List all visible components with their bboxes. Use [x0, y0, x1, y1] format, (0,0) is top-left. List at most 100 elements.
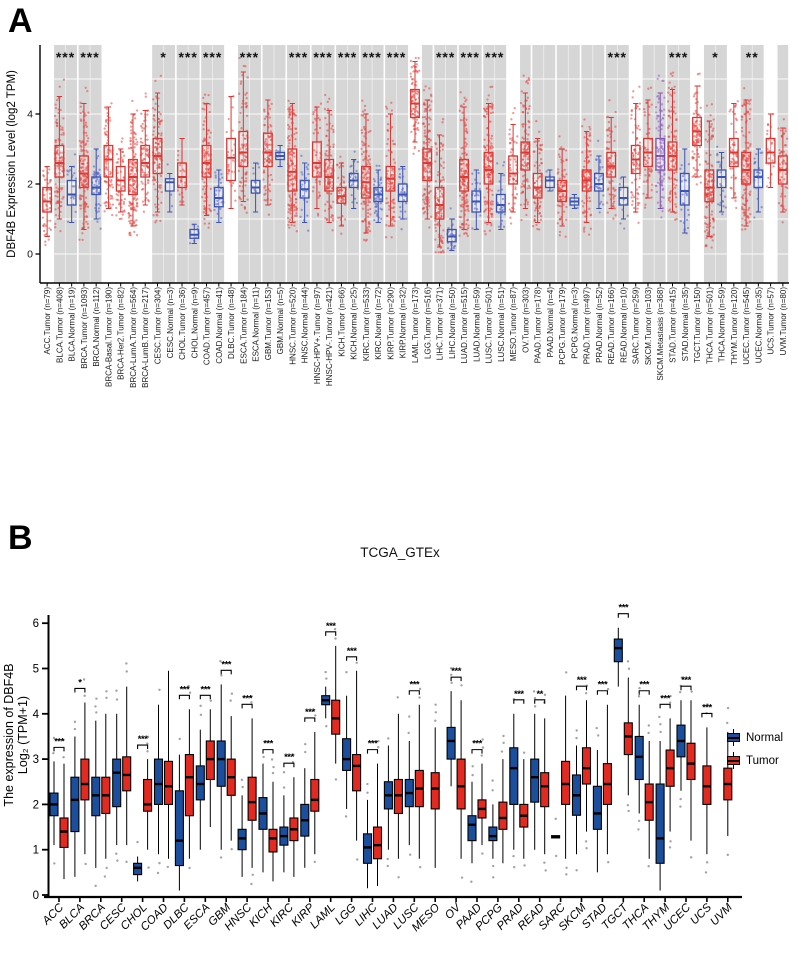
legend-label-tumor: Tumor — [746, 754, 779, 767]
boxplot-group-LUSC.Normal (n=51) — [495, 160, 507, 230]
significance-stars-KIRP: *** — [387, 49, 406, 65]
boxplot-pair-PCPG — [488, 734, 508, 879]
panel-b-y-axis-title-line1: The expression of DBF4B — [2, 663, 16, 806]
panel-a-x-tick-label: LIHC.Tumor (n=371) — [436, 287, 445, 361]
significance-bracket-PAAD — [471, 749, 483, 754]
boxplot-group-SKCM.Tumor (n=103) — [642, 86, 654, 209]
boxplot-pair-THYM: *** — [655, 693, 675, 891]
significance-stars-LIHC: *** — [436, 49, 455, 65]
panel-a-x-tick-label: LUSC.Tumor (n=501) — [485, 287, 494, 364]
boxplot-group-THCA.Normal (n=59) — [716, 145, 727, 216]
significance-bracket-READ — [534, 699, 546, 704]
significance-stars-ESCA: *** — [201, 684, 211, 695]
boxplot-group-MESO.Tumor (n=87) — [507, 106, 519, 225]
panel-b-x-tick-label: UCS — [688, 901, 714, 927]
boxplot-pair-STAD: *** — [592, 680, 612, 873]
significance-stars-STAD: *** — [598, 680, 608, 691]
boxplot-group-PRAD.Tumor (n=497) — [581, 118, 593, 236]
boxplot-group-TGCT.Tumor (n=150) — [691, 72, 702, 186]
significance-stars-CHOL: *** — [138, 734, 148, 745]
boxplot-group-UCS.Tumor (n=57) — [765, 112, 776, 188]
panel-a-y-tick-label: 2 — [27, 179, 33, 191]
panel-a-x-tick-label: KIRC.Tumor (n=533) — [362, 287, 371, 362]
panel-a-x-tick-label: GBM.Tumor (n=153) — [264, 287, 273, 361]
panel-a-x-tick-label: ESCA.Tumor (n=184) — [239, 287, 248, 364]
boxplot-group-BRCA-LumB.Tumor (n=217) — [139, 92, 151, 213]
boxplot-group-PCPG.Tumor (n=179) — [556, 135, 568, 238]
boxplot-group-BRCA.Tumor (n=1093) — [78, 86, 90, 242]
boxplot-group-THYM.Tumor (n=120) — [728, 100, 739, 210]
significance-bracket-ACC — [53, 746, 65, 752]
significance-stars-KIRP: *** — [305, 707, 315, 718]
panel-a-x-tick-label: LUAD.Tumor (n=515) — [460, 287, 469, 364]
panel-a-x-tick-label: PRAD.Tumor (n=497) — [583, 287, 592, 365]
boxplot-pair-MESO — [430, 703, 440, 868]
boxplot-group-HNSC.Normal (n=44) — [299, 154, 311, 232]
significance-stars-THCA: *** — [639, 680, 649, 691]
significance-stars-CHOL: *** — [178, 49, 197, 65]
panel-b-y-axis-title-line2: Log₂ (TPM+1) — [16, 696, 30, 774]
boxplot-group-COAD.Normal (n=41) — [213, 169, 225, 223]
boxplot-group-BRCA-Her2.Tumor (n=82) — [115, 137, 127, 221]
panel-b-y-tick-label: 1 — [33, 845, 39, 857]
panel-a-x-tick-label: LGG.Tumor (n=516) — [423, 287, 432, 359]
significance-stars-GBM: *** — [221, 659, 231, 670]
boxplot-group-KIRC.Normal (n=72) — [372, 164, 384, 223]
boxplot-pair-GBM: *** — [216, 659, 236, 859]
boxplot-group-CHOL.Normal (n=9) — [188, 223, 200, 245]
significance-stars-TGCT: *** — [619, 603, 629, 614]
panel-a-x-tick-label: LUAD.Normal (n=59) — [472, 287, 481, 362]
panel-a-x-tick-label: BRCA-Her2.Tumor (n=82) — [117, 287, 126, 380]
panel-a-x-tick-label: DLBC.Tumor (n=48) — [227, 287, 236, 359]
boxplot-group-STAD.Normal (n=35) — [679, 148, 691, 235]
panel-a-x-tick-label: LAML.Tumor (n=173) — [411, 287, 420, 363]
panel-a-x-tick-label: UCEC.Tumor (n=545) — [742, 287, 751, 365]
boxplot-group-ACC.Tumor (n=79) — [41, 165, 53, 247]
boxplot-group-UCEC.Normal (n=35) — [753, 148, 764, 219]
panel-a-x-tick-label: KIRP.Tumor (n=290) — [386, 287, 395, 360]
boxplot-group-BRCA-Basal.Tumor (n=190) — [103, 102, 115, 217]
boxplot-pair-THCA: *** — [634, 680, 654, 868]
panel-a-x-tick-label: BRCA-LumB.Tumor (n=217) — [141, 287, 150, 388]
significance-stars-KIRC: *** — [362, 49, 381, 65]
significance-stars-ESCA: *** — [240, 49, 259, 65]
normal-boxplot-glyph-icon — [726, 729, 741, 746]
boxplot-group-SARC.Tumor (n=259) — [630, 85, 642, 224]
significance-stars-READ: *** — [608, 49, 627, 65]
boxplot-group-PCPG.Normal (n=3) — [569, 194, 580, 210]
significance-bracket-THYM — [659, 703, 671, 709]
panel-a-x-tick-label: THCA.Tumor (n=501) — [705, 287, 714, 364]
panel-b-y-tick-label: 2 — [33, 799, 39, 811]
boxplot-pair-ESCA: *** — [195, 684, 215, 850]
panel-a-x-tick-label: ESCA.Normal (n=11) — [252, 287, 261, 362]
panel-a-x-tick-label: HNSC-HPV+.Tumor (n=97) — [313, 287, 322, 384]
panel-a-x-tick-label: PCPG.Tumor (n=179) — [558, 287, 567, 365]
panel-a-x-tick-label: BRCA-Basal.Tumor (n=190) — [104, 287, 113, 387]
panel-a-x-tick-label: BRCA-LumA.Tumor (n=564) — [129, 287, 138, 388]
panel-a-x-tick-label: BLCA.Normal (n=19) — [68, 287, 77, 362]
boxplot-pair-LAML: *** — [321, 621, 341, 781]
significance-stars-DLBC: *** — [180, 684, 190, 695]
panel-a-x-tick-label: HNSC.Tumor (n=520) — [288, 287, 297, 365]
significance-bracket-GBM — [220, 669, 232, 675]
boxplot-pair-READ: ** — [530, 689, 550, 872]
boxplot-pair-CESC — [112, 662, 132, 864]
boxplot-pair-UVM — [723, 706, 733, 857]
significance-stars-LUSC: *** — [485, 49, 504, 65]
boxplot-group-COAD.Tumor (n=457) — [200, 93, 213, 229]
panel-a-x-tick-label: PAAD.Normal (n=4) — [546, 287, 555, 358]
significance-stars-UCS: *** — [702, 702, 712, 713]
panel-a-x-tick-label: KIRC.Normal (n=72) — [374, 287, 383, 360]
panel-a-boxplot-chart: *** *** * *** *** *** *** *** *** *** *** *** *** ***… — [6, 45, 789, 388]
boxplot-pair-LUSC: *** — [404, 680, 424, 869]
boxplot-group-OV.Tumor (n=303) — [519, 74, 531, 222]
panel-a-y-tick-label: 4 — [27, 109, 33, 121]
boxplot-pair-LGG: *** — [342, 646, 362, 861]
boxplot-pair-CHOL: *** — [133, 734, 153, 882]
significance-stars-PRAD: *** — [514, 689, 524, 700]
panel-a-x-tick-label: MESO.Tumor (n=87) — [509, 287, 518, 362]
panel-a-x-tick-label: PAAD.Tumor (n=178) — [534, 287, 543, 364]
significance-bracket-KIRC — [283, 762, 295, 768]
panel-a-x-tick-label: UVM.Tumor (n=80) — [779, 287, 788, 356]
panel-a-x-tick-label: UCS.Tumor (n=57) — [767, 287, 776, 355]
